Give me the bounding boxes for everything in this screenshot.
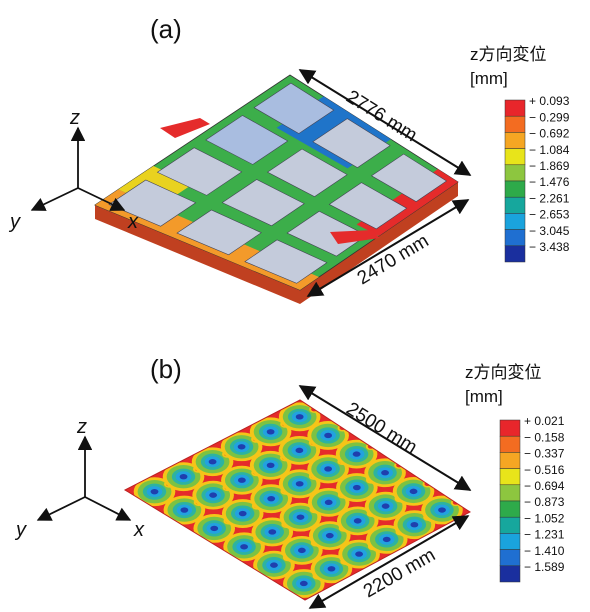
axis-label: y xyxy=(8,211,21,233)
legend-label: − 3.045 xyxy=(529,224,570,238)
legend-label: − 1.476 xyxy=(529,175,570,189)
legend-swatch xyxy=(505,181,525,197)
contour xyxy=(267,463,275,468)
legend-label: − 1.869 xyxy=(529,159,570,173)
contour xyxy=(324,466,332,471)
legend-label: − 1.589 xyxy=(524,560,565,574)
legend-swatch xyxy=(505,132,525,148)
legend-swatch xyxy=(500,420,520,436)
contour xyxy=(239,511,247,516)
legend-swatch xyxy=(505,165,525,181)
axis-triad xyxy=(38,437,130,520)
contour xyxy=(267,429,275,434)
legend-label: − 2.261 xyxy=(529,191,570,205)
legend-swatch xyxy=(505,100,525,116)
legend-label: − 3.438 xyxy=(529,240,570,254)
legend-label: − 1.084 xyxy=(529,143,570,157)
legend-swatch xyxy=(505,149,525,165)
legend: + 0.021 − 0.158 − 0.337 − 0.516 − 0.694 − 0.8… xyxy=(500,414,565,582)
legend-swatch xyxy=(505,246,525,262)
contour xyxy=(270,562,278,567)
legend-swatch xyxy=(500,501,520,517)
legend-swatch xyxy=(505,116,525,132)
legend-label: − 0.692 xyxy=(529,127,570,141)
contour xyxy=(325,500,333,505)
legend-swatch xyxy=(505,230,525,246)
contour xyxy=(355,551,363,556)
contour xyxy=(267,496,275,501)
contour xyxy=(238,444,246,449)
legend-title: z方向変位 xyxy=(465,363,542,382)
legend-swatch xyxy=(505,213,525,229)
contour xyxy=(382,503,390,508)
legend-label: + 0.093 xyxy=(529,94,570,108)
legend-swatch xyxy=(500,485,520,501)
legend-swatch xyxy=(505,197,525,213)
legend-unit: [mm] xyxy=(470,69,508,88)
contour xyxy=(151,489,159,494)
figure: (a) 2776 mm 2470 mm z y x z方向変位 [mm] + 0… xyxy=(0,0,590,612)
legend-label: − 1.410 xyxy=(524,544,565,558)
contour xyxy=(209,492,217,497)
legend-swatch xyxy=(500,436,520,452)
contour xyxy=(381,470,389,475)
contour xyxy=(295,448,303,453)
legend-label: − 0.158 xyxy=(524,430,565,444)
contour xyxy=(296,481,304,486)
legend-swatch xyxy=(500,452,520,468)
plate-a xyxy=(95,75,458,304)
legend-label: − 0.337 xyxy=(524,447,565,461)
legend-swatch xyxy=(500,469,520,485)
contour xyxy=(296,414,304,419)
legend-label: − 1.052 xyxy=(524,511,565,525)
panel-label: (a) xyxy=(150,14,182,44)
axis-label: y xyxy=(14,519,27,541)
contour xyxy=(238,478,246,483)
contour xyxy=(324,433,332,438)
contour xyxy=(353,485,361,490)
axis-label: x xyxy=(133,519,145,541)
contour xyxy=(180,474,188,479)
legend-swatch xyxy=(500,550,520,566)
legend-swatch xyxy=(500,517,520,533)
contour xyxy=(410,489,418,494)
panel-label: (b) xyxy=(150,354,182,384)
legend-unit: [mm] xyxy=(465,387,503,406)
legend-swatch xyxy=(500,533,520,549)
contour xyxy=(410,522,418,527)
legend-label: − 0.516 xyxy=(524,463,565,477)
axis-label: x xyxy=(127,211,139,233)
axis-label: z xyxy=(76,416,87,438)
contour xyxy=(383,537,391,542)
contour xyxy=(210,526,218,531)
contour xyxy=(240,544,248,549)
legend-title: z方向変位 xyxy=(470,45,547,64)
contour xyxy=(354,518,362,523)
axis-label: z xyxy=(69,107,80,129)
contour xyxy=(180,507,188,512)
contour xyxy=(268,529,276,534)
legend-label: − 0.873 xyxy=(524,495,565,509)
contour xyxy=(353,451,361,456)
legend-swatch xyxy=(500,566,520,582)
contour xyxy=(298,548,306,553)
legend-label: − 1.231 xyxy=(524,528,565,542)
contour xyxy=(328,566,336,571)
contour xyxy=(326,533,334,538)
contour xyxy=(300,581,308,586)
legend-label: − 2.653 xyxy=(529,208,570,222)
legend: + 0.093 − 0.299 − 0.692 − 1.084 − 1.869 − 1.4… xyxy=(505,94,570,262)
legend-label: + 0.021 xyxy=(524,414,565,428)
contour xyxy=(438,507,446,512)
contour xyxy=(209,459,217,464)
legend-label: − 0.694 xyxy=(524,479,565,493)
contour xyxy=(297,514,305,519)
legend-label: − 0.299 xyxy=(529,110,570,124)
